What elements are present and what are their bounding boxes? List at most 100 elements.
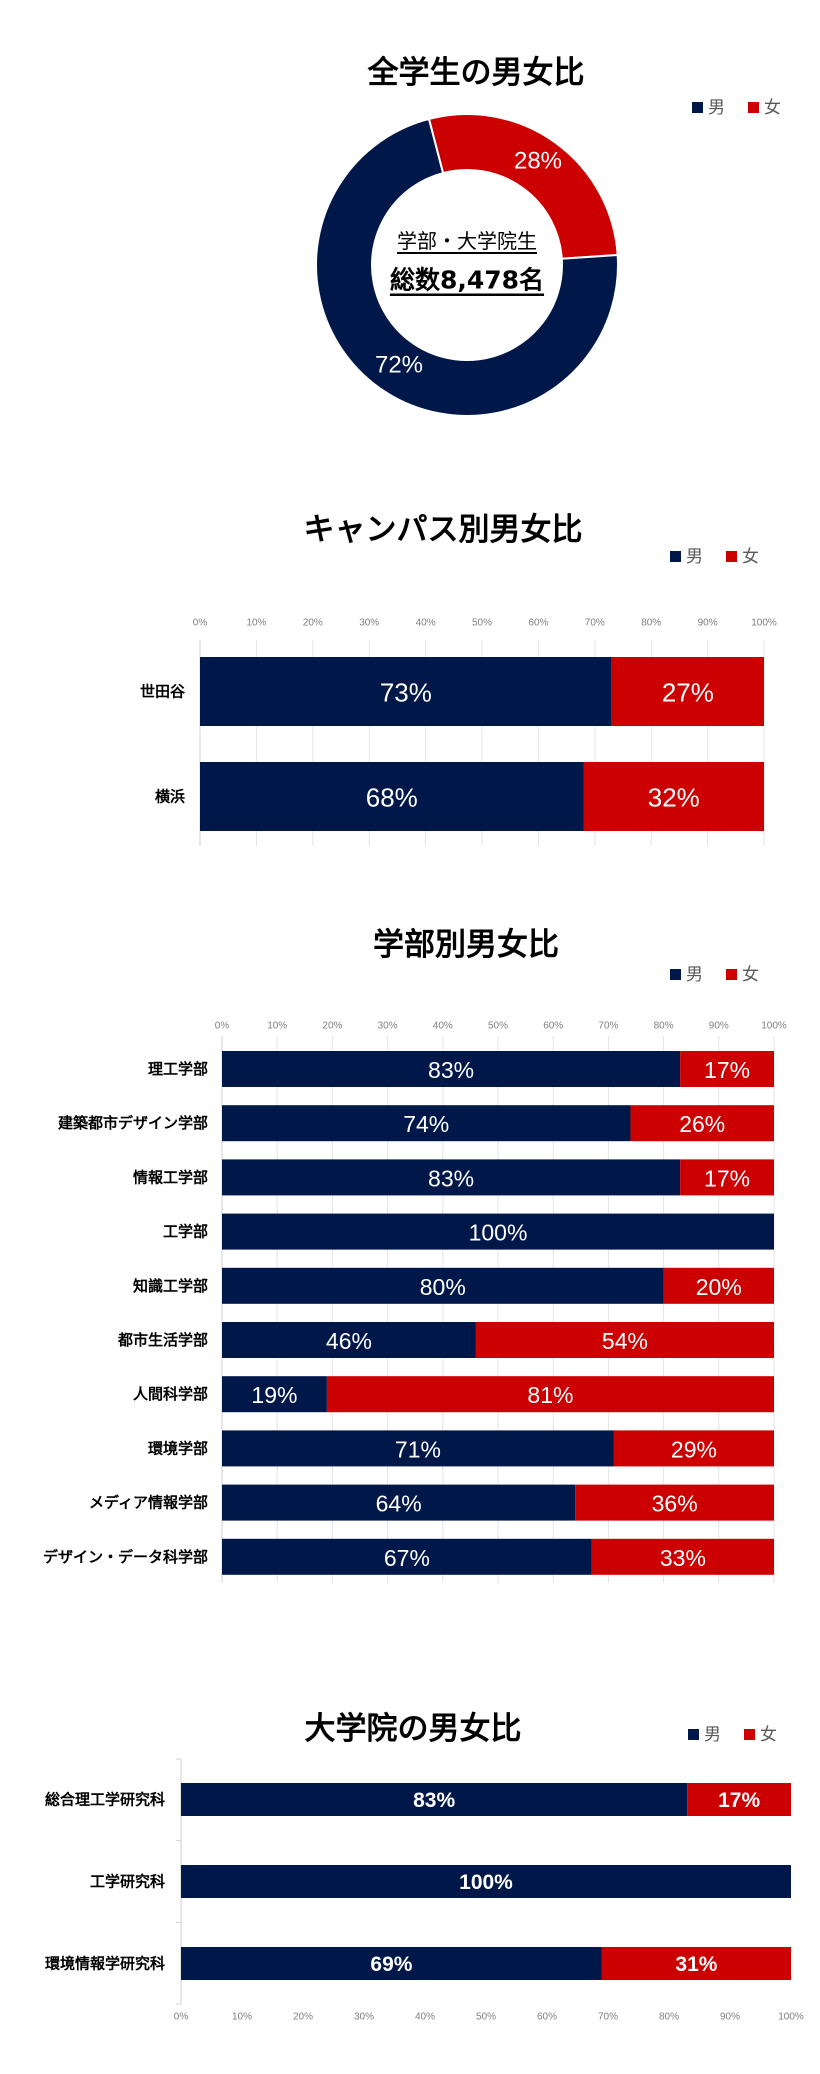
data-label-male: 69% [370,1953,412,1976]
legend-swatch-male [692,102,703,113]
data-label-male: 73% [380,678,432,708]
data-label-female: 26% [679,1111,725,1137]
bar-row: 知識工学部 80% 20% [133,1267,774,1304]
legend-label-male: 男 [708,98,725,118]
x-tick-label: 30% [378,1021,398,1032]
category-label: 環境情報学研究科 [45,1955,165,1973]
data-label-female: 31% [675,1953,717,1976]
x-tick-label: 80% [654,1021,674,1032]
data-label-male: 72% [375,352,423,379]
category-label: 都市生活学部 [117,1331,208,1349]
legend: 男女 [670,547,759,567]
bar-segment-male [222,1267,664,1304]
legend-label-female: 女 [760,1725,777,1745]
data-label-male: 64% [376,1491,422,1517]
x-tick-label: 60% [537,2012,557,2023]
donut-slice-male [315,117,619,417]
bar-row: 理工学部 83% 17% [148,1051,774,1087]
bar-row: デザイン・データ科学部 67% 33% [43,1538,774,1575]
category-label: 工学部 [163,1223,208,1241]
bar-segment-male [181,1783,688,1816]
bar-segment-male [200,762,584,831]
data-label-male: 71% [395,1436,441,1462]
legend-swatch-male [670,969,681,980]
data-label-male: 100% [469,1220,528,1246]
data-label-female: 36% [652,1491,698,1517]
legend-swatch-female [726,969,737,980]
legend-swatch-female [744,1729,755,1740]
legend-label-male: 男 [686,965,703,985]
bar-segment-male [222,1322,476,1358]
category-label: 人間科学部 [133,1385,208,1403]
category-label: 情報工学部 [133,1168,208,1186]
x-tick-label: 40% [416,618,436,629]
x-tick-label: 10% [246,618,266,629]
bar-segment-female [687,1783,791,1816]
x-tick-label: 100% [778,2012,804,2023]
legend: 男女 [670,965,759,985]
bar-row: メディア情報学部 64% 36% [89,1484,774,1521]
bar-segment-female [611,657,764,726]
x-tick-label: 100% [761,1021,787,1032]
x-tick-label: 20% [293,2012,313,2023]
bar-segment-female [663,1267,774,1304]
legend-label-male: 男 [704,1725,721,1745]
center-text-total: 総数8,478名 [390,266,544,295]
legend-swatch-female [748,102,759,113]
legend-swatch-female [726,551,737,562]
bar-row: 建築都市デザイン学部 74% 26% [58,1105,774,1142]
bar-segment-female [575,1484,774,1521]
x-tick-label: 60% [543,1021,563,1032]
data-label-female: 81% [527,1382,573,1408]
bar-row: 人間科学部 19% 81% [133,1376,774,1413]
data-label-female: 17% [704,1165,750,1191]
data-label-male: 68% [366,783,418,813]
category-label: 工学研究科 [90,1873,165,1891]
bar-segment-female [601,1947,791,1980]
x-tick-label: 0% [193,618,208,629]
x-tick-label: 80% [641,618,661,629]
x-tick-label: 50% [476,2012,496,2023]
category-label: メディア情報学部 [89,1494,208,1512]
center-text-label: 学部・大学院生 [397,229,537,253]
x-tick-label: 20% [303,618,323,629]
chart-title: 全学生の男女比 [367,55,585,91]
chart-title: キャンパス別男女比 [304,512,583,548]
bar-row: 環境学部 71% 29% [148,1430,774,1467]
x-tick-label: 90% [709,1021,729,1032]
bar-row: 工学部 100% [163,1213,774,1250]
bar-segment-female [613,1430,774,1467]
bar-row: 横浜 68% 32% [155,762,764,831]
bar-segment-male [222,1213,774,1250]
bar-segment-female [680,1159,774,1196]
bar-segment-male [222,1376,327,1413]
x-tick-label: 0% [174,2012,189,2023]
bar-segment-male [222,1430,614,1467]
x-tick-label: 70% [598,2012,618,2023]
graduate-bar-chart: 大学院の男女比男女0% 10% 20% 30% 40% 50% 60% 70% 80% 90% 10… [45,1711,804,2023]
x-tick-label: 10% [232,2012,252,2023]
data-label-female: 17% [718,1789,760,1812]
bar-segment-male [222,1051,681,1087]
x-tick-label: 90% [720,2012,740,2023]
legend-label-female: 女 [742,547,759,567]
bar-segment-male [200,657,612,726]
data-label-male: 83% [428,1057,474,1083]
x-tick-label: 30% [359,618,379,629]
x-tick-label: 60% [528,618,548,629]
legend-swatch-male [688,1729,699,1740]
bar-segment-male [222,1484,576,1521]
data-label-male: 80% [420,1274,466,1300]
bar-segment-male [222,1159,681,1196]
bar-segment-male [181,1865,791,1898]
bar-segment-female [680,1051,774,1087]
bar-segment-female [475,1322,774,1358]
data-label-male: 67% [384,1545,430,1571]
category-label: 世田谷 [140,683,186,701]
bar-segment-female [591,1538,774,1575]
data-label-female: 32% [648,783,700,813]
data-label-male: 74% [403,1111,449,1137]
bar-row: 総合理工学研究科 83% 17% [45,1783,791,1816]
